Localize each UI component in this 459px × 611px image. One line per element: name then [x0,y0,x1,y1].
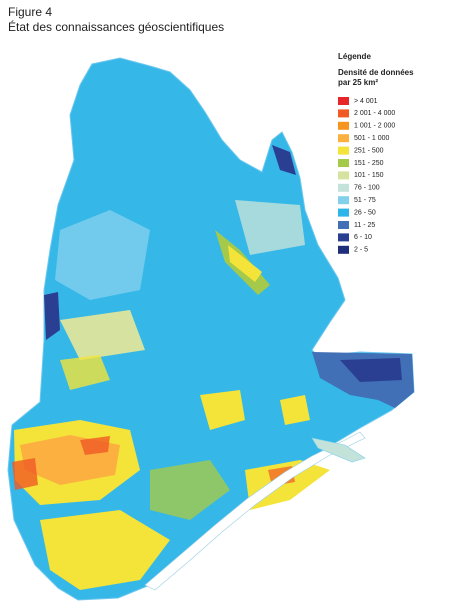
data-patch [245,460,330,510]
legend-label: 151 - 250 [354,160,384,167]
map [7,57,415,601]
legend-label: 2 - 5 [354,247,368,254]
data-patch [340,358,402,382]
legend-label: 51 - 75 [354,197,376,204]
legend-label: 251 - 500 [354,147,384,154]
data-patch [235,200,305,255]
legend-label: 6 - 10 [354,234,372,241]
legend-swatch [338,109,349,118]
legend-swatch [338,97,349,105]
river [144,431,366,591]
legend-swatch [338,221,349,229]
legend-title: Légende [338,52,371,61]
legend-swatch [338,233,349,242]
data-patch [60,310,145,360]
legend-swatch [338,134,349,143]
legend-label: 2 001 - 4 000 [354,110,395,117]
figure-title: État des connaissances géoscientifiques [8,19,224,34]
legend-swatch [338,159,349,167]
legend-label: 1 001 - 2 000 [354,123,395,130]
data-patch [200,390,310,430]
legend-swatch [338,171,349,180]
data-patch [150,460,230,520]
data-patch [55,210,150,300]
legend-label: > 4 001 [354,98,378,105]
legend-swatch [338,208,349,217]
data-patch [12,436,110,490]
legend-swatch [338,121,349,130]
legend-swatch [338,146,349,155]
island [311,437,366,463]
legend-label: 101 - 150 [354,172,384,179]
legend-label: 26 - 50 [354,209,376,216]
legend-swatch [338,183,349,192]
data-patch [40,510,170,590]
data-patch [60,355,110,390]
legend-subtitle: Densité de données [338,68,414,77]
legend-swatch [338,196,349,205]
figure-label: Figure 4 [8,5,52,19]
legend-label: 501 - 1 000 [354,135,390,142]
legend-label: 11 - 25 [354,222,375,229]
data-patch [228,245,262,282]
legend-swatch [338,245,349,254]
legend-subtitle: par 25 km² [338,78,378,87]
legend-label: 76 - 100 [354,185,380,192]
